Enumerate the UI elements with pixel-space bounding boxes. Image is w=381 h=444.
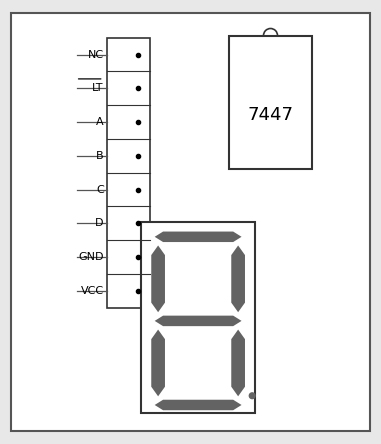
Text: NC: NC [88,50,104,59]
Text: VCC: VCC [80,286,104,296]
Text: C: C [96,185,104,194]
Bar [107,38,150,308]
Bar [229,36,312,169]
Text: LT: LT [92,83,104,93]
Polygon shape [151,329,165,396]
Polygon shape [155,316,242,326]
Polygon shape [151,246,165,312]
Circle shape [249,393,255,399]
Text: GND: GND [78,252,104,262]
Text: 7447: 7447 [248,107,293,124]
Polygon shape [155,232,242,242]
Polygon shape [231,246,245,312]
Polygon shape [231,329,245,396]
Bar [141,222,255,413]
Polygon shape [155,400,242,410]
Text: A: A [96,117,104,127]
Text: B: B [96,151,104,161]
Text: D: D [95,218,104,228]
